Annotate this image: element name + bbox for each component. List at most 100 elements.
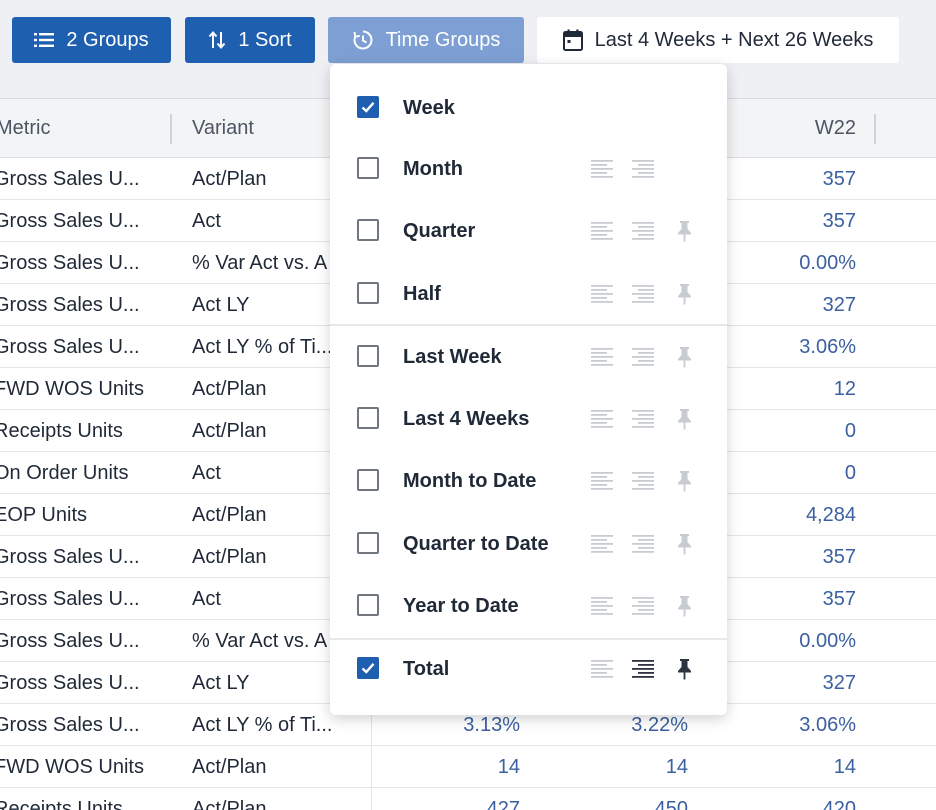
align-left-icon[interactable] (591, 593, 614, 619)
align-right-icon[interactable] (632, 156, 655, 182)
value-cell[interactable]: 0.00% (799, 630, 856, 652)
align-left-icon[interactable] (591, 468, 614, 494)
metric-cell[interactable]: Gross Sales U... (0, 588, 140, 610)
value-cell[interactable]: 357 (822, 546, 856, 568)
value-cell[interactable]: 357 (822, 210, 856, 232)
align-left-icon[interactable] (591, 218, 614, 244)
align-right-icon[interactable] (632, 531, 655, 557)
checkbox[interactable] (357, 469, 379, 491)
value-cell[interactable]: 0 (844, 420, 856, 442)
variant-cell[interactable]: Act/Plan (192, 168, 267, 190)
column-divider[interactable] (170, 114, 172, 144)
value-cell[interactable]: 0 (844, 462, 856, 484)
metric-cell[interactable]: FWD WOS Units (0, 378, 144, 400)
align-left-icon[interactable] (591, 531, 614, 557)
metric-cell[interactable]: EOP Units (0, 504, 87, 526)
pin-icon[interactable] (673, 656, 696, 682)
column-header-w22[interactable]: W22 (814, 117, 856, 139)
checkbox[interactable] (357, 157, 379, 179)
table-row[interactable]: FWD WOS Units Act/Plan 14 14 14 (0, 746, 936, 788)
variant-cell[interactable]: Act (192, 210, 221, 232)
align-right-icon[interactable] (632, 656, 655, 682)
variant-cell[interactable]: % Var Act vs. A (192, 252, 328, 274)
table-row[interactable]: Gross Sales U... Act LY % of Ti... 3.13% 3.… (0, 704, 936, 746)
value-cell[interactable]: 420 (822, 798, 856, 810)
time-group-option[interactable]: Quarter (330, 203, 727, 261)
metric-cell[interactable]: Receipts Units (0, 798, 123, 810)
value-cell[interactable]: 14 (833, 756, 856, 778)
time-group-option[interactable]: Total (330, 641, 727, 699)
metric-cell[interactable]: Receipts Units (0, 420, 123, 442)
variant-cell[interactable]: Act/Plan (192, 546, 267, 568)
time-groups-button[interactable]: Time Groups (328, 17, 524, 63)
align-right-icon[interactable] (632, 593, 655, 619)
column-header-metric[interactable]: Metric (0, 117, 51, 139)
value-cell[interactable]: 0.00% (799, 252, 856, 274)
time-group-option[interactable]: Quarter to Date (330, 516, 727, 574)
value-cell[interactable]: 327 (822, 294, 856, 316)
column-divider[interactable] (874, 114, 876, 144)
value-cell[interactable]: 14 (665, 756, 688, 778)
table-row[interactable]: Receipts Units Act/Plan 427 450 420 (0, 788, 936, 810)
value-cell[interactable]: 427 (486, 798, 520, 810)
table-row[interactable]: Gross Sales U... Act LY % of Ti... 3.06% (0, 326, 936, 368)
metric-cell[interactable]: Gross Sales U... (0, 630, 140, 652)
value-cell[interactable]: 14 (497, 756, 520, 778)
align-left-icon[interactable] (591, 281, 614, 307)
variant-cell[interactable]: Act/Plan (192, 378, 267, 400)
value-cell[interactable]: 4,284 (805, 504, 856, 526)
variant-cell[interactable]: Act LY (192, 672, 250, 694)
variant-cell[interactable]: Act LY (192, 294, 250, 316)
variant-cell[interactable]: Act LY % of Ti... (192, 714, 333, 736)
align-left-icon[interactable] (591, 156, 614, 182)
sort-button[interactable]: 1 Sort (185, 17, 315, 63)
pin-icon[interactable] (673, 281, 696, 307)
value-cell[interactable]: 3.06% (799, 714, 856, 736)
align-left-icon[interactable] (591, 406, 614, 432)
align-left-icon[interactable] (591, 656, 614, 682)
checkbox[interactable] (357, 345, 379, 367)
checkbox[interactable] (357, 532, 379, 554)
time-group-option[interactable]: Week (330, 80, 727, 138)
checkbox[interactable] (357, 657, 379, 679)
value-cell[interactable]: 3.13% (463, 714, 520, 736)
time-group-option[interactable]: Last 4 Weeks (330, 391, 727, 449)
align-right-icon[interactable] (632, 406, 655, 432)
groups-button[interactable]: 2 Groups (12, 17, 171, 63)
variant-cell[interactable]: Act (192, 462, 221, 484)
variant-cell[interactable]: % Var Act vs. A (192, 630, 328, 652)
date-range-button[interactable]: Last 4 Weeks + Next 26 Weeks (537, 17, 899, 63)
pin-icon[interactable] (673, 593, 696, 619)
align-right-icon[interactable] (632, 344, 655, 370)
metric-cell[interactable]: Gross Sales U... (0, 252, 140, 274)
variant-cell[interactable]: Act LY % of Ti... (192, 336, 333, 358)
time-group-option[interactable]: Last Week (330, 329, 727, 387)
time-group-option[interactable]: Month to Date (330, 453, 727, 511)
value-cell[interactable]: 12 (833, 378, 856, 400)
value-cell[interactable]: 450 (654, 798, 688, 810)
align-left-icon[interactable] (591, 344, 614, 370)
time-group-option[interactable]: Half (330, 266, 727, 324)
metric-cell[interactable]: Gross Sales U... (0, 210, 140, 232)
metric-cell[interactable]: Gross Sales U... (0, 336, 140, 358)
time-group-option[interactable]: Month (330, 141, 727, 199)
variant-cell[interactable]: Act/Plan (192, 420, 267, 442)
align-right-icon[interactable] (632, 468, 655, 494)
column-header-variant[interactable]: Variant (192, 117, 254, 139)
variant-cell[interactable]: Act (192, 588, 221, 610)
align-right-icon[interactable] (632, 218, 655, 244)
checkbox[interactable] (357, 407, 379, 429)
align-right-icon[interactable] (632, 281, 655, 307)
time-group-option[interactable]: Year to Date (330, 578, 727, 636)
metric-cell[interactable]: Gross Sales U... (0, 714, 140, 736)
pin-icon[interactable] (673, 344, 696, 370)
metric-cell[interactable]: Gross Sales U... (0, 168, 140, 190)
table-row[interactable]: Gross Sales U... % Var Act vs. A 0.00% (0, 620, 936, 662)
value-cell[interactable]: 357 (822, 168, 856, 190)
variant-cell[interactable]: Act/Plan (192, 756, 267, 778)
metric-cell[interactable]: FWD WOS Units (0, 756, 144, 778)
value-cell[interactable]: 3.22% (631, 714, 688, 736)
value-cell[interactable]: 327 (822, 672, 856, 694)
pin-icon[interactable] (673, 406, 696, 432)
variant-cell[interactable]: Act/Plan (192, 504, 267, 526)
